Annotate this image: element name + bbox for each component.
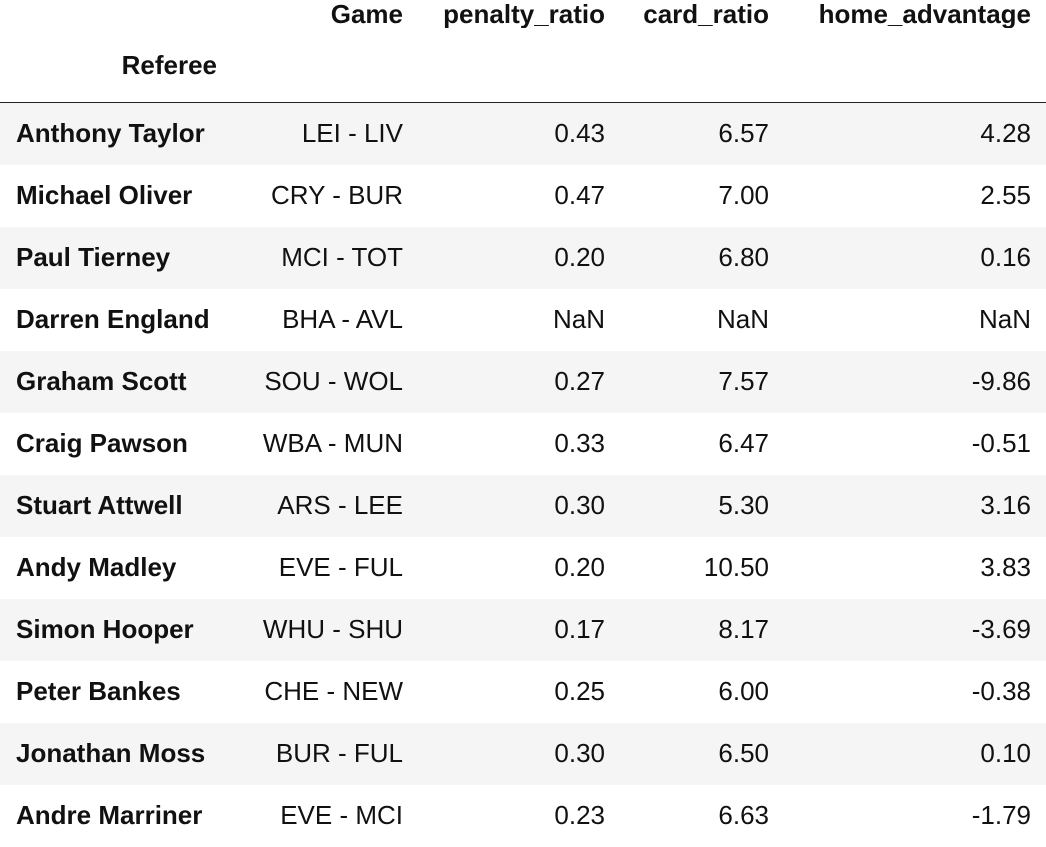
table-row: Craig Pawson WBA - MUN 0.33 6.47 -0.51 <box>0 412 1046 475</box>
table-row: Michael Oliver CRY - BUR 0.47 7.00 2.55 <box>0 164 1046 227</box>
table-row: Jonathan Moss BUR - FUL 0.30 6.50 0.10 <box>0 722 1046 785</box>
cell-home-advantage: NaN <box>978 304 1031 334</box>
cell-card-ratio: 6.80 <box>718 242 769 272</box>
table-row: Graham Scott SOU - WOL 0.27 7.57 -9.86 <box>0 350 1046 413</box>
cell-card-ratio: 5.30 <box>718 490 769 520</box>
cell-home-advantage: -0.51 <box>971 428 1031 458</box>
cell-home-advantage: 2.55 <box>980 180 1031 210</box>
cell-home-advantage: 0.16 <box>980 242 1031 272</box>
cell-game: WHU - SHU <box>262 614 403 644</box>
cell-game: MCI - TOT <box>281 242 403 272</box>
index-header-blank <box>232 28 418 103</box>
cell-home-advantage: -1.79 <box>971 800 1031 830</box>
cell-card-ratio: 6.47 <box>718 428 769 458</box>
cell-game: EVE - FUL <box>278 552 403 582</box>
row-referee-name: Simon Hooper <box>16 614 194 644</box>
table-body: Anthony Taylor LEI - LIV 0.43 6.57 4.28 Micha… <box>0 102 1046 847</box>
table-row: Andre Marriner EVE - MCI 0.23 6.63 -1.79 <box>0 784 1046 847</box>
cell-game: CRY - BUR <box>271 180 403 210</box>
cell-game: ARS - LEE <box>277 490 403 520</box>
cell-penalty-ratio: 0.25 <box>554 676 605 706</box>
cell-card-ratio: 7.57 <box>718 366 769 396</box>
cell-home-advantage: -3.69 <box>971 614 1031 644</box>
row-referee-name: Anthony Taylor <box>16 118 205 149</box>
table-row: Peter Bankes CHE - NEW 0.25 6.00 -0.38 <box>0 660 1046 723</box>
cell-penalty-ratio: 0.30 <box>554 490 605 520</box>
row-referee-name: Paul Tierney <box>16 242 171 272</box>
index-header-blank <box>784 28 1046 103</box>
cell-card-ratio: 6.57 <box>718 118 769 149</box>
index-header-blank <box>418 28 620 103</box>
column-header-blank <box>0 0 232 28</box>
table-row: Simon Hooper WHU - SHU 0.17 8.17 -3.69 <box>0 598 1046 661</box>
table-row: Andy Madley EVE - FUL 0.20 10.50 3.83 <box>0 536 1046 599</box>
cell-home-advantage: 3.83 <box>980 552 1031 582</box>
row-referee-name: Andre Marriner <box>16 800 203 830</box>
cell-penalty-ratio: 0.43 <box>554 118 605 149</box>
index-header-referee: Referee <box>0 28 232 103</box>
cell-penalty-ratio: 0.20 <box>554 242 605 272</box>
cell-card-ratio: 6.00 <box>718 676 769 706</box>
table-row: Stuart Attwell ARS - LEE 0.30 5.30 3.16 <box>0 474 1046 537</box>
cell-card-ratio: 8.17 <box>718 614 769 644</box>
cell-game: LEI - LIV <box>301 118 403 149</box>
cell-home-advantage: 0.10 <box>980 738 1031 768</box>
index-header-blank <box>620 28 784 103</box>
cell-game: BUR - FUL <box>275 738 403 768</box>
row-referee-name: Peter Bankes <box>16 676 181 706</box>
cell-penalty-ratio: NaN <box>552 304 605 334</box>
column-header-row: Game penalty_ratio card_ratio home_advan… <box>0 0 1046 28</box>
cell-game: EVE - MCI <box>280 800 403 830</box>
row-referee-name: Andy Madley <box>16 552 177 582</box>
cell-game: CHE - NEW <box>264 676 403 706</box>
cell-card-ratio: 7.00 <box>718 180 769 210</box>
cell-card-ratio: 10.50 <box>703 552 769 582</box>
row-referee-name: Darren England <box>16 304 210 334</box>
table-row: Anthony Taylor LEI - LIV 0.43 6.57 4.28 <box>0 102 1046 165</box>
cell-penalty-ratio: 0.33 <box>554 428 605 458</box>
cell-card-ratio: NaN <box>716 304 769 334</box>
index-header-row: Referee <box>0 28 1046 103</box>
row-referee-name: Graham Scott <box>16 366 187 396</box>
cell-home-advantage: 4.28 <box>980 118 1031 149</box>
table-row: Darren England BHA - AVL NaN NaN NaN <box>0 288 1046 351</box>
table-row: Paul Tierney MCI - TOT 0.20 6.80 0.16 <box>0 226 1046 289</box>
cell-penalty-ratio: 0.47 <box>554 180 605 210</box>
table-header: Game penalty_ratio card_ratio home_advan… <box>0 0 1046 103</box>
cell-game: BHA - AVL <box>282 304 403 334</box>
cell-penalty-ratio: 0.30 <box>554 738 605 768</box>
row-referee-name: Michael Oliver <box>16 180 193 210</box>
cell-game: WBA - MUN <box>262 428 403 458</box>
cell-game: SOU - WOL <box>264 366 403 396</box>
cell-penalty-ratio: 0.23 <box>554 800 605 830</box>
cell-home-advantage: -0.38 <box>971 676 1031 706</box>
column-header-home-advantage: home_advantage <box>818 0 1031 28</box>
column-header-game: Game <box>330 0 403 28</box>
cell-home-advantage: 3.16 <box>980 490 1031 520</box>
cell-penalty-ratio: 0.17 <box>554 614 605 644</box>
cell-penalty-ratio: 0.27 <box>554 366 605 396</box>
cell-penalty-ratio: 0.20 <box>554 552 605 582</box>
cell-card-ratio: 6.63 <box>718 800 769 830</box>
row-referee-name: Jonathan Moss <box>16 738 206 768</box>
cell-card-ratio: 6.50 <box>718 738 769 768</box>
row-referee-name: Craig Pawson <box>16 428 188 458</box>
cell-home-advantage: -9.86 <box>971 366 1031 396</box>
column-header-card-ratio: card_ratio <box>643 0 769 28</box>
column-header-penalty-ratio: penalty_ratio <box>443 0 605 28</box>
row-referee-name: Stuart Attwell <box>16 490 183 520</box>
